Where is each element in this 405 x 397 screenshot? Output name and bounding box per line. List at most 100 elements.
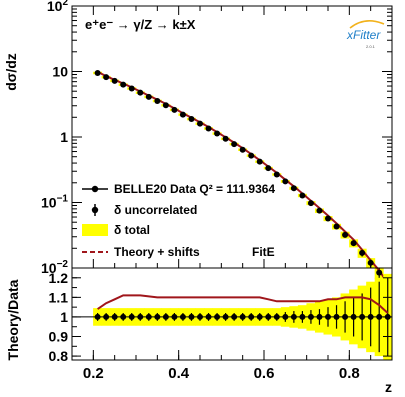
x-tick-label: 0.6: [254, 365, 275, 382]
ratio-point: [171, 313, 178, 320]
x-tick-label: 0.4: [168, 365, 190, 382]
legend-label-data: BELLE20 Data Q² = 111.9364: [114, 182, 275, 196]
ratio-point: [162, 313, 169, 320]
legend-label-theory: Theory + shifts: [114, 245, 200, 259]
legend-entry-theory: Theory + shifts: [82, 245, 200, 259]
ratio-point: [359, 313, 366, 320]
ratio-y-tick-label: 0.9: [49, 329, 69, 345]
ratio-y-tick-label: 1.1: [49, 289, 69, 305]
ratio-point: [350, 313, 357, 320]
data-point: [367, 259, 374, 266]
ratio-point: [256, 313, 263, 320]
ratio-point: [376, 313, 383, 320]
data-point: [282, 178, 289, 185]
data-point: [103, 74, 110, 81]
data-point: [162, 102, 169, 109]
svg-text:2.0.1: 2.0.1: [366, 44, 376, 49]
svg-text:xFitter: xFitter: [346, 28, 381, 42]
fit-label: FitE: [252, 245, 275, 259]
data-point: [299, 192, 306, 199]
data-point: [197, 120, 203, 127]
ratio-point: [120, 313, 127, 320]
bottom-y-ticks: 0.8 0.9 1 1.1 1.2: [49, 270, 392, 364]
y-tick-label: 10−1: [41, 194, 68, 211]
data-point: [342, 231, 349, 238]
ratio-point: [214, 313, 221, 320]
ratio-point: [333, 313, 340, 320]
ratio-point: [290, 313, 297, 320]
data-point: [307, 200, 314, 207]
ratio-point: [367, 313, 374, 320]
ratio-point: [325, 313, 331, 320]
data-point: [231, 141, 238, 148]
data-points-top: [94, 69, 391, 289]
ratio-point: [239, 313, 246, 320]
data-point: [128, 85, 135, 92]
ratio-point: [248, 313, 255, 320]
ratio-point: [205, 313, 212, 320]
top-y-label: dσ/dz: [3, 53, 19, 91]
ratio-point: [128, 313, 135, 320]
ratio-point: [307, 313, 314, 320]
data-point: [248, 152, 255, 159]
ratio-point: [103, 313, 110, 320]
data-point: [316, 207, 323, 214]
data-point: [94, 69, 101, 76]
ratio-point: [179, 313, 186, 320]
data-point: [111, 77, 118, 84]
ratio-point: [145, 313, 152, 320]
ratio-point: [197, 313, 203, 320]
y-tick-label: 10: [52, 64, 68, 80]
legend-entry-data: BELLE20 Data Q² = 111.9364: [82, 182, 275, 196]
ratio-point: [316, 313, 323, 320]
data-point: [273, 171, 280, 178]
ratio-point: [154, 313, 161, 320]
data-point: [154, 97, 161, 104]
x-axis-label: z: [385, 379, 392, 395]
legend: BELLE20 Data Q² = 111.9364 δ uncorrelate…: [82, 182, 275, 259]
ratio-point: [273, 313, 280, 320]
legend-entry-uncorrelated: δ uncorrelated: [91, 203, 197, 217]
y-tick-label: 102: [47, 0, 69, 14]
bottom-frame: [71, 267, 393, 361]
data-point: [205, 125, 212, 132]
data-point: [325, 215, 331, 222]
ratio-point: [265, 313, 272, 320]
ratio-y-tick-label: 0.8: [49, 348, 69, 364]
data-point: [214, 130, 221, 137]
ratio-y-tick-label: 1: [60, 309, 68, 325]
ratio-point: [188, 313, 195, 320]
data-points-ratio: [94, 313, 391, 320]
legend-entry-total: δ total: [82, 223, 150, 237]
data-point: [179, 111, 186, 118]
x-tick-label: 0.2: [83, 365, 104, 382]
data-point: [222, 135, 229, 142]
ratio-point: [342, 313, 349, 320]
y-tick-label: 1: [60, 129, 68, 145]
ratio-point: [94, 313, 101, 320]
ratio-point: [231, 313, 238, 320]
xfitter-logo: xFitter 2.0.1: [340, 14, 390, 52]
ratio-point: [222, 313, 229, 320]
top-title: e⁺e⁻ → γ/Z → k±X: [85, 17, 196, 32]
data-point: [359, 249, 366, 256]
data-point: [171, 106, 178, 113]
legend-label-uncorrelated: δ uncorrelated: [114, 203, 197, 217]
legend-label-total: δ total: [114, 223, 150, 237]
top-x-ticks: [71, 6, 393, 268]
ratio-point: [137, 313, 144, 320]
bottom-panel: 0.8 0.9 1 1.1 1.2 0.2 0.4 0.6 0.8 Theory/Data z: [5, 267, 393, 395]
ratio-y-tick-label: 1.2: [49, 270, 69, 286]
data-point: [188, 116, 195, 123]
x-tick-label: 0.8: [339, 365, 360, 382]
ratio-point: [111, 313, 118, 320]
data-point: [350, 240, 357, 247]
bottom-x-ticks: 0.2 0.4 0.6 0.8: [71, 350, 393, 382]
data-point: [290, 185, 297, 192]
data-point: [256, 158, 263, 165]
ratio-point: [299, 313, 306, 320]
data-point: [137, 89, 144, 96]
bottom-y-label: Theory/Data: [5, 279, 21, 360]
